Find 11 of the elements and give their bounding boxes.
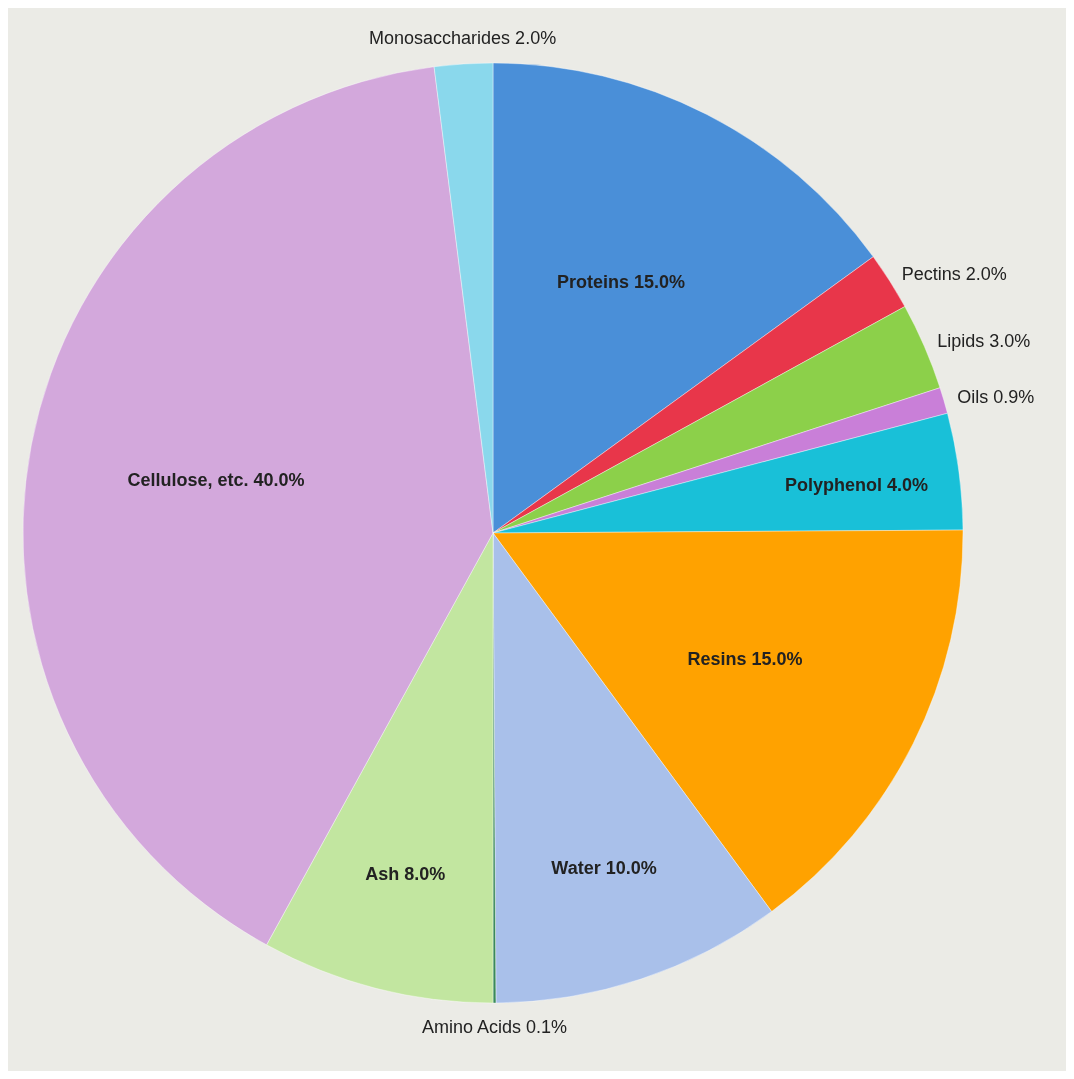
slice-label: Monosaccharides 2.0% (369, 27, 557, 48)
slice-label: Oils 0.9% (957, 386, 1035, 407)
slice-label: Ash 8.0% (365, 864, 446, 885)
slice-label: Resins 15.0% (687, 649, 803, 670)
slice-label: Lipids 3.0% (937, 330, 1031, 351)
slice-label: Pectins 2.0% (901, 263, 1007, 284)
slice-label: Polyphenol 4.0% (784, 474, 928, 495)
slice-label: Cellulose, etc. 40.0% (127, 470, 305, 491)
slice-label: Water 10.0% (551, 857, 657, 878)
slice-label: Amino Acids 0.1% (421, 1017, 568, 1037)
slice-label: Proteins 15.0% (556, 271, 686, 292)
